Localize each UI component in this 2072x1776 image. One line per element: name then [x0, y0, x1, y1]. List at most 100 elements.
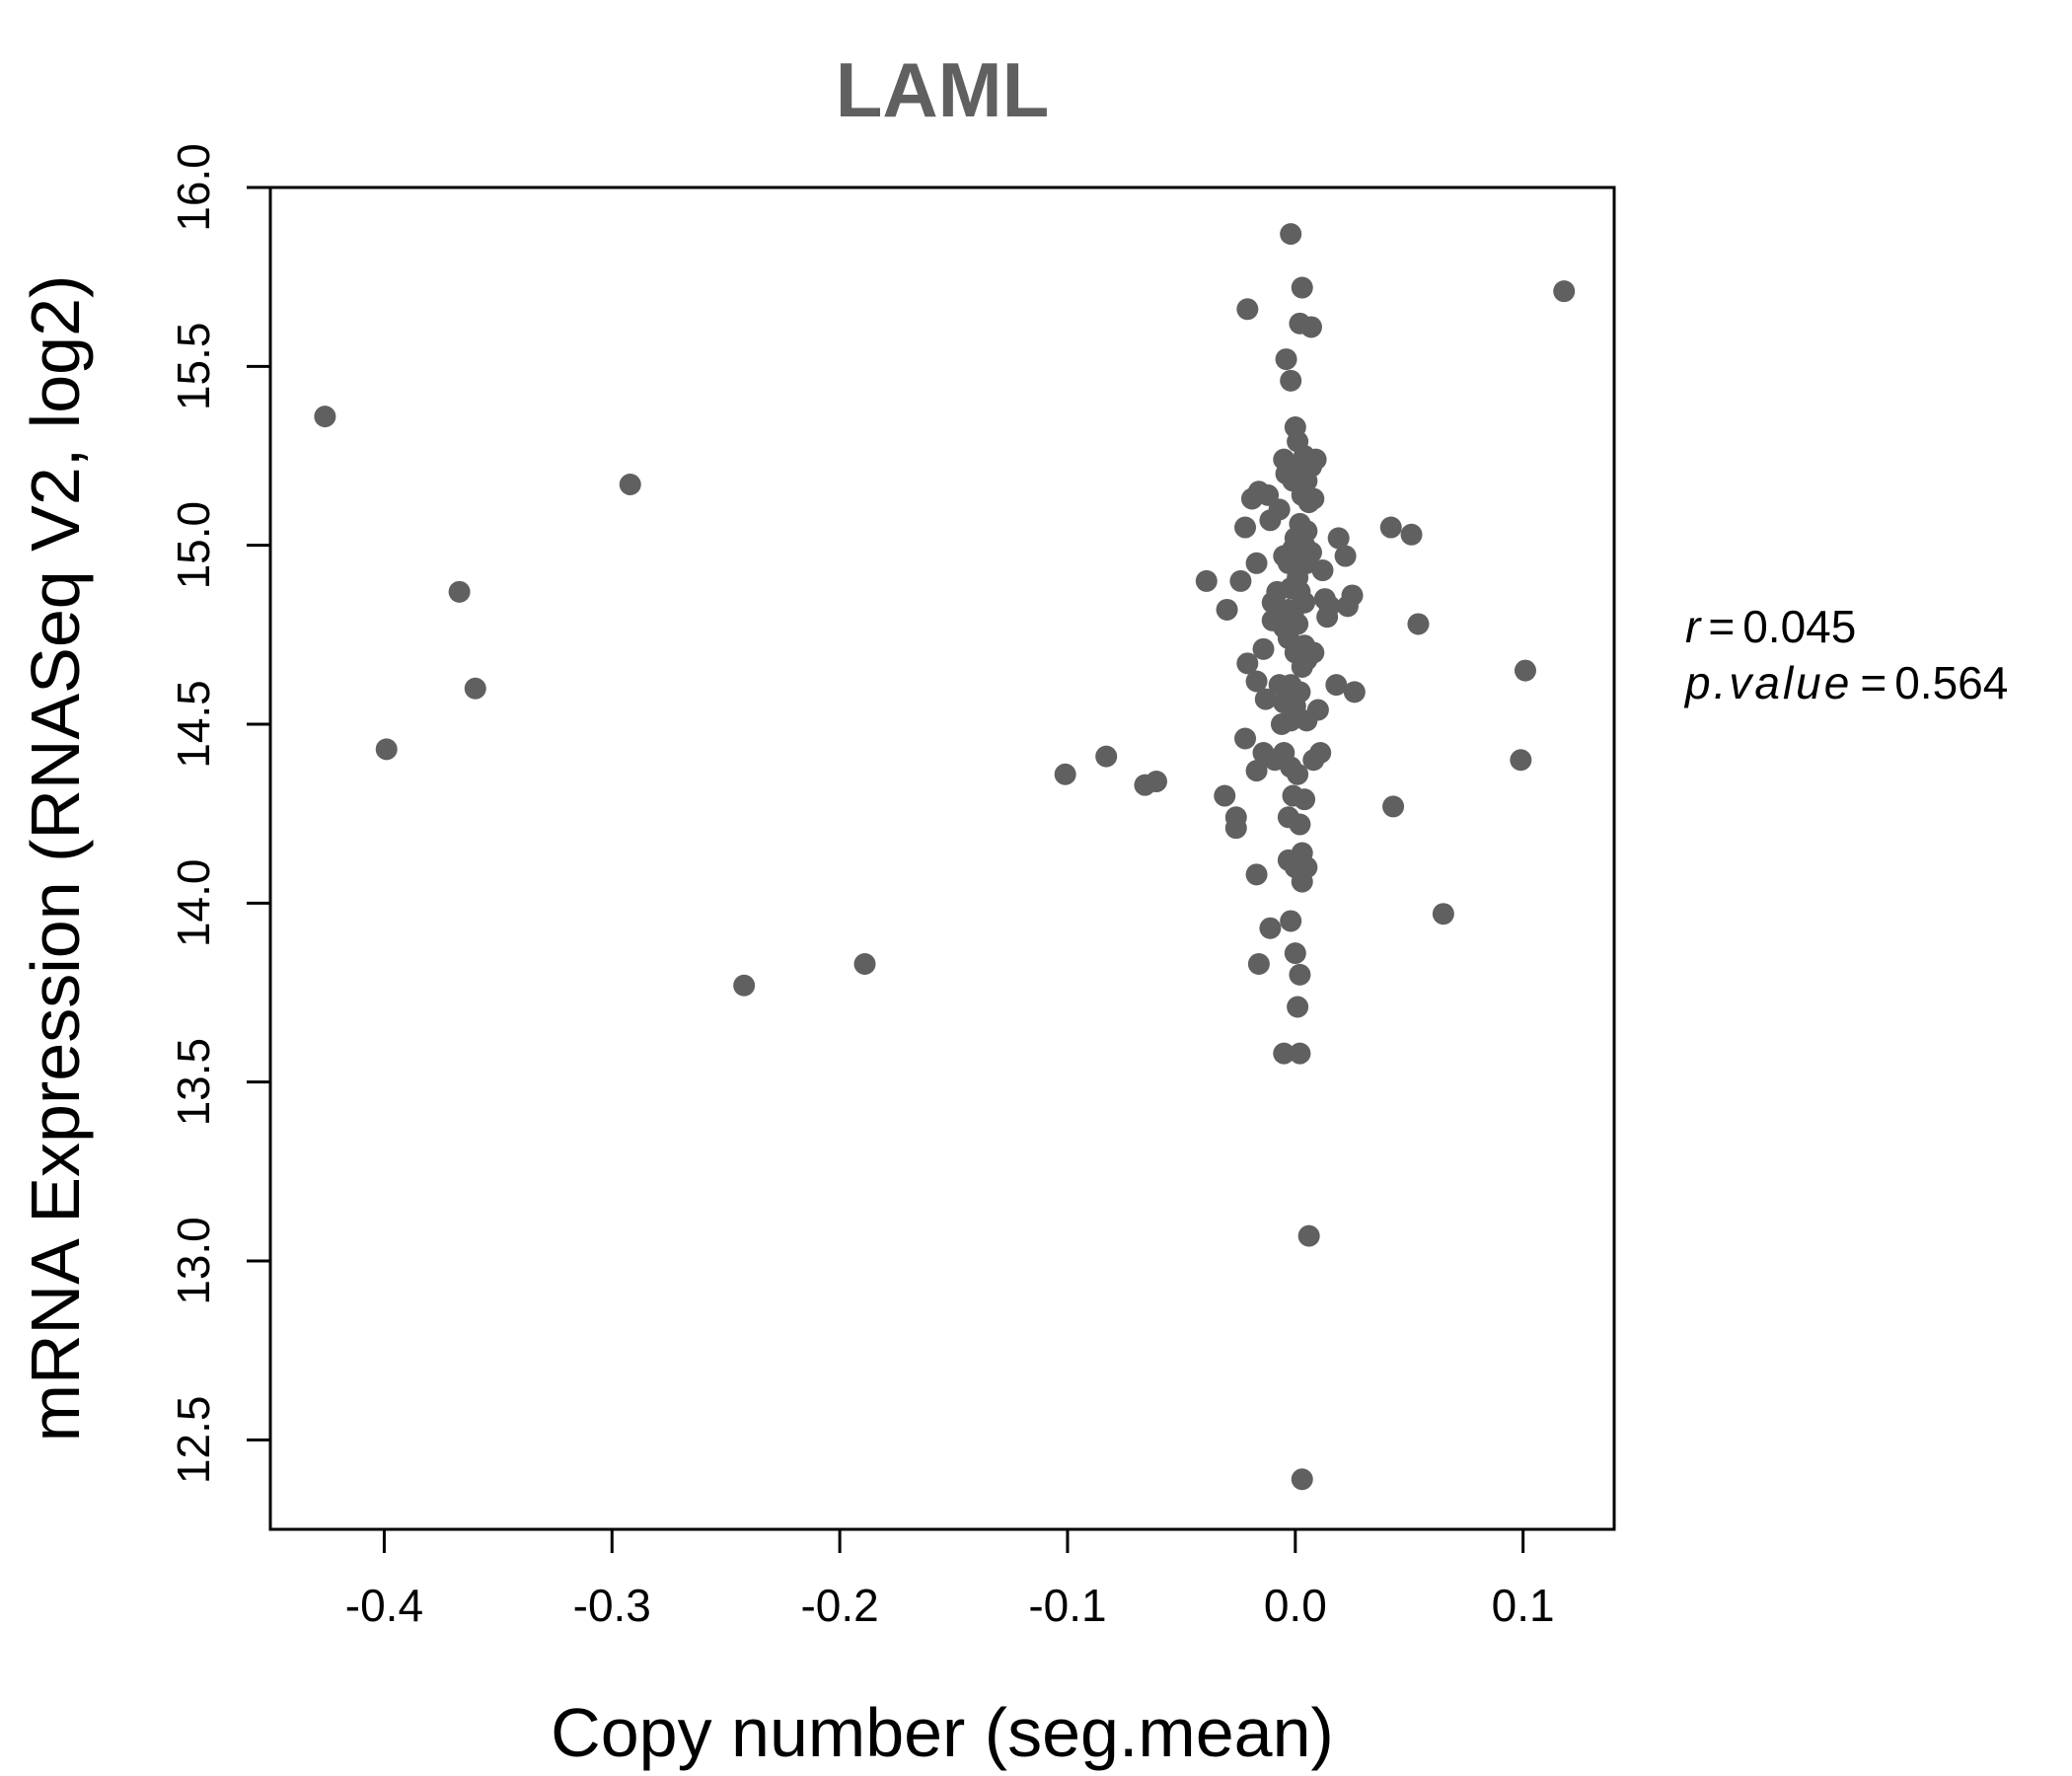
data-point — [1295, 520, 1318, 543]
r-value: 0.045 — [1742, 601, 1856, 652]
data-point — [1304, 448, 1327, 471]
data-point — [1432, 903, 1454, 925]
data-point — [1216, 598, 1238, 621]
y-tick-label: 14.5 — [168, 680, 219, 769]
data-point — [619, 474, 641, 496]
data-point — [1553, 280, 1576, 303]
x-tick-label: -0.1 — [1028, 1580, 1106, 1631]
data-point — [1341, 584, 1364, 607]
data-point — [1236, 652, 1259, 675]
data-point — [1275, 348, 1297, 371]
p-stat: p.value = 0.564 — [1683, 657, 2008, 708]
data-point — [1287, 763, 1309, 785]
data-point — [1195, 569, 1218, 592]
data-point — [1245, 863, 1268, 886]
data-point — [375, 738, 398, 761]
data-point — [1299, 541, 1322, 563]
data-point — [1280, 369, 1302, 392]
correlation-stats: r = 0.045 p.value = 0.564 — [1683, 601, 2008, 708]
data-point — [1295, 856, 1318, 879]
data-point — [1309, 742, 1332, 765]
p-equals: = — [1860, 657, 1887, 708]
data-point — [1234, 727, 1257, 750]
data-point — [1382, 795, 1405, 818]
x-axis-label: Copy number (seg.mean) — [551, 1694, 1334, 1771]
data-point — [1247, 952, 1270, 975]
data-point — [1252, 637, 1275, 660]
y-tick-label: 15.0 — [168, 501, 219, 590]
data-point — [853, 952, 876, 975]
data-point — [1291, 276, 1313, 299]
data-point — [1299, 316, 1322, 338]
data-point — [1229, 569, 1252, 592]
data-point — [1291, 1468, 1313, 1491]
data-point — [1284, 942, 1306, 965]
y-axis: 12.5 13.0 13.5 14.0 14.5 15.0 15.5 16.0 — [168, 143, 270, 1484]
data-point — [1343, 681, 1366, 703]
x-tick-label: -0.4 — [345, 1580, 423, 1631]
data-point — [1327, 527, 1350, 550]
data-point — [1318, 595, 1341, 618]
data-point — [733, 974, 756, 997]
data-point — [1287, 613, 1309, 635]
p-value: 0.564 — [1894, 657, 2008, 708]
data-point — [1407, 613, 1430, 635]
y-axis-label: mRNA Expression (RNASeq V2, log2) — [17, 275, 94, 1443]
data-point — [1311, 559, 1334, 582]
data-point — [1236, 298, 1259, 321]
data-point — [1254, 688, 1277, 710]
data-point — [1302, 487, 1325, 510]
data-point — [1294, 591, 1316, 614]
chart-title: LAML — [836, 46, 1050, 133]
r-label: r — [1685, 601, 1702, 652]
y-tick-label: 16.0 — [168, 143, 219, 232]
data-point — [448, 580, 471, 603]
data-point — [1214, 784, 1236, 807]
data-point — [1245, 670, 1268, 693]
data-point — [1273, 1042, 1295, 1065]
y-tick-label: 13.0 — [168, 1217, 219, 1305]
data-point — [1289, 813, 1311, 836]
data-point — [1095, 745, 1118, 768]
p-label: p.value — [1683, 657, 1852, 708]
data-point — [1268, 498, 1291, 521]
data-point — [1379, 516, 1402, 539]
data-point — [1245, 552, 1268, 574]
data-point — [1289, 1042, 1311, 1065]
plot-frame — [268, 185, 1616, 1531]
x-tick-label: 0.0 — [1264, 1580, 1327, 1631]
data-point — [1294, 788, 1316, 811]
x-tick-label: -0.3 — [573, 1580, 651, 1631]
y-tick-label: 12.5 — [168, 1396, 219, 1485]
y-tick-label: 15.5 — [168, 323, 219, 411]
data-point — [1514, 659, 1536, 682]
data-point — [1224, 817, 1247, 840]
data-point — [1297, 1224, 1320, 1247]
x-tick-label: 0.1 — [1492, 1580, 1555, 1631]
data-point — [1287, 996, 1309, 1018]
data-point — [1145, 771, 1167, 793]
data-point — [1245, 760, 1268, 782]
data-point — [1334, 545, 1357, 567]
x-tick-label: -0.2 — [800, 1580, 878, 1631]
data-point — [1289, 681, 1311, 703]
r-stat: r = 0.045 — [1685, 601, 1856, 652]
y-tick-label: 14.0 — [168, 859, 219, 948]
data-point — [1400, 523, 1423, 546]
data-point — [1510, 749, 1532, 772]
data-point — [1302, 641, 1325, 664]
data-point — [464, 677, 486, 700]
data-point — [314, 406, 336, 428]
x-axis: -0.4 -0.3 -0.2 -0.1 0.0 0.1 — [345, 1529, 1555, 1631]
data-point — [1054, 763, 1076, 785]
data-point — [1280, 223, 1302, 246]
r-equals: = — [1708, 601, 1735, 652]
data-points — [314, 223, 1576, 1491]
y-tick-label: 13.5 — [168, 1038, 219, 1127]
data-point — [1234, 516, 1257, 539]
data-point — [1306, 699, 1329, 721]
data-point — [1259, 917, 1282, 939]
data-point — [1325, 674, 1348, 697]
data-point — [1289, 963, 1311, 986]
